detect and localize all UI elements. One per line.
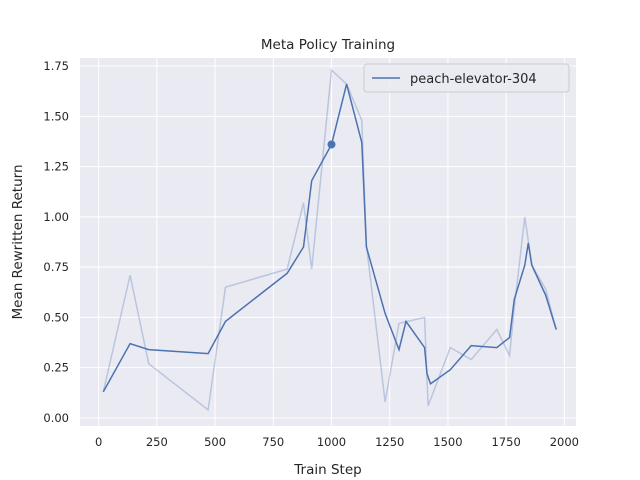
y-tick-label: 0.25 [43, 361, 69, 375]
grid [80, 58, 576, 426]
legend: peach-elevator-304 [363, 63, 570, 93]
y-tick-label: 0.75 [43, 260, 69, 274]
y-tick-label: 1.75 [43, 59, 69, 73]
series-marker-point [327, 140, 336, 149]
x-tick-label: 1750 [492, 435, 521, 449]
y-tick-label: 1.50 [43, 109, 69, 123]
y-axis-label: Mean Rewritten Return [10, 164, 26, 319]
chart-title: Meta Policy Training [261, 37, 395, 53]
legend-box [363, 63, 570, 93]
x-tick-label: 0 [95, 435, 102, 449]
tick-labels: 0 250 500 750 1000 1250 1500 1750 2000 0.00 0.25 0.… [43, 59, 579, 449]
x-tick-label: 750 [262, 435, 284, 449]
x-tick-label: 1250 [375, 435, 404, 449]
plot-area [80, 58, 576, 426]
y-tick-label: 0.00 [43, 411, 69, 425]
y-tick-label: 1.00 [43, 210, 69, 224]
x-tick-label: 500 [204, 435, 226, 449]
y-tick-label: 0.50 [43, 310, 69, 324]
x-tick-label: 1500 [433, 435, 462, 449]
x-tick-label: 2000 [550, 435, 579, 449]
y-tick-label: 1.25 [43, 160, 69, 174]
legend-label: peach-elevator-304 [410, 72, 537, 87]
x-tick-label: 250 [146, 435, 168, 449]
x-tick-label: 1000 [317, 435, 346, 449]
x-axis-label: Train Step [293, 462, 361, 478]
series-raw-line [102, 68, 557, 412]
series-smoothed-line [102, 83, 557, 393]
